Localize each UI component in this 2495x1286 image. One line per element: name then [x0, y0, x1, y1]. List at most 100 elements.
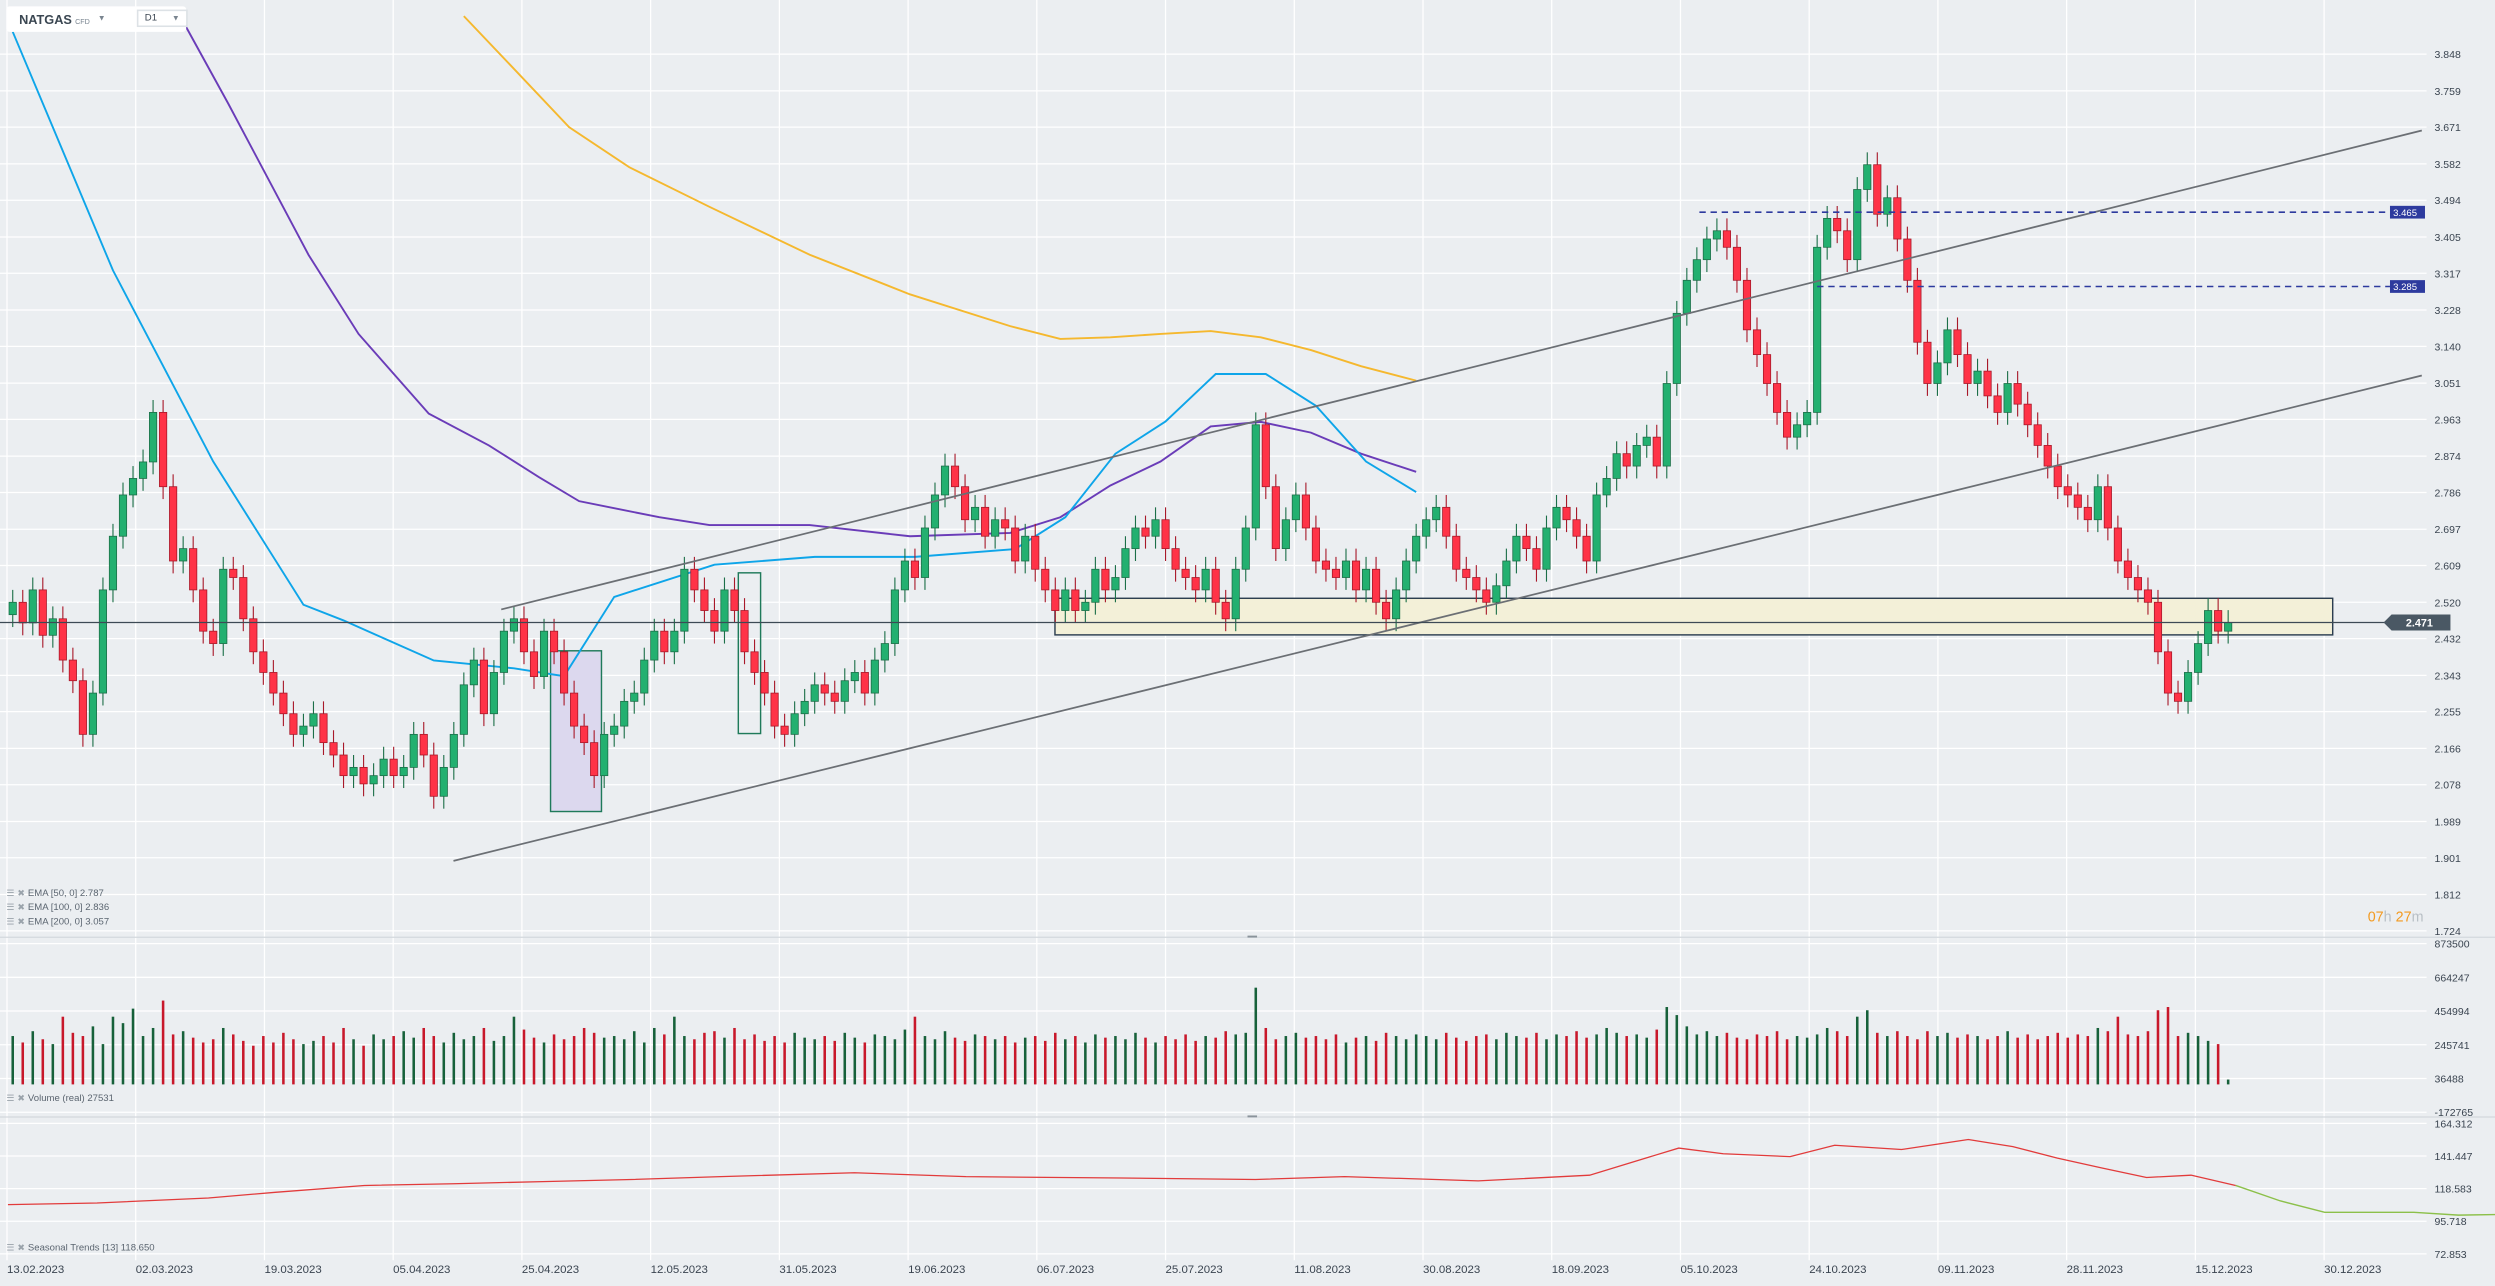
candle-body — [539, 630, 549, 677]
seasonal-tick-label: 141.447 — [2435, 1151, 2473, 1163]
candle — [1612, 441, 1621, 491]
close-icon[interactable]: ✖ — [17, 903, 25, 914]
volume-bar — [1615, 1032, 1618, 1085]
volume-bar — [2056, 1032, 2060, 1085]
candle-body — [740, 610, 749, 653]
candle — [2173, 680, 2183, 714]
volume-bar — [562, 1039, 566, 1085]
symbol-name[interactable]: NATGAS — [19, 11, 72, 27]
volume-bar — [1966, 1034, 1969, 1085]
settings-icon[interactable]: ☰ — [6, 918, 15, 928]
ema50-line — [11, 31, 1417, 678]
candle — [890, 577, 899, 656]
candle — [2214, 598, 2223, 644]
candle-body — [229, 568, 238, 578]
candle — [108, 523, 118, 603]
candle-body — [409, 733, 418, 768]
candle — [259, 639, 268, 685]
candle-body — [1592, 494, 1601, 562]
candle-body — [1251, 424, 1260, 529]
volume-bar — [1144, 1037, 1147, 1085]
volume-bar — [1876, 1032, 1879, 1085]
volume-bar — [181, 1031, 185, 1085]
candle — [329, 730, 338, 768]
close-icon[interactable]: ✖ — [17, 918, 25, 928]
candle — [379, 746, 388, 789]
volume-bar — [733, 1027, 736, 1085]
symbol-dropdown-icon[interactable]: ▼ — [97, 14, 106, 24]
volume-bar — [993, 1039, 997, 1085]
candle — [58, 606, 67, 673]
candle — [229, 556, 238, 590]
candle-body — [1241, 527, 1250, 570]
legend-volume-label: Volume (real) 27531 — [27, 1094, 114, 1105]
volume-bar — [1655, 1029, 1659, 1085]
volume-bar — [412, 1037, 415, 1085]
candle — [1211, 556, 1220, 615]
volume-bar — [2026, 1034, 2029, 1085]
candle — [1151, 507, 1160, 549]
candle — [1502, 548, 1511, 599]
volume-bar — [823, 1036, 826, 1085]
price-tick-label: 3.494 — [2435, 195, 2461, 207]
candle-body — [930, 494, 940, 529]
timeframe-select[interactable]: D1 ▼ — [136, 9, 188, 28]
candle-body — [169, 486, 178, 562]
candle-body — [1081, 601, 1090, 611]
settings-icon[interactable]: ☰ — [6, 1244, 15, 1254]
candle — [830, 680, 839, 714]
candle-body — [369, 775, 378, 785]
candle-body — [1582, 535, 1591, 562]
candle-body — [2023, 403, 2032, 426]
candle-body — [2194, 643, 2203, 673]
candle — [128, 466, 138, 508]
candle-body — [1472, 577, 1481, 591]
candle-body — [2153, 601, 2163, 653]
settings-icon[interactable]: ☰ — [6, 1094, 15, 1105]
candle — [469, 647, 478, 698]
candle — [138, 449, 148, 491]
candle — [1692, 247, 1701, 293]
seasonal-tick-label: 118.583 — [2435, 1184, 2472, 1196]
candle-body — [48, 618, 57, 636]
candle-body — [1512, 535, 1521, 562]
volume-bar — [442, 1042, 446, 1085]
close-icon[interactable]: ✖ — [17, 889, 25, 900]
candle — [1221, 589, 1230, 632]
legend-seasonal: ☰ ✖ Seasonal Trends [13] 118.650 — [6, 1244, 154, 1254]
candle-body — [1402, 560, 1411, 591]
candle — [810, 672, 819, 714]
candle — [48, 606, 57, 648]
volume-bar — [111, 1016, 115, 1085]
candle-body — [2093, 486, 2102, 521]
candle — [920, 515, 930, 590]
volume-bar — [1304, 1037, 1308, 1085]
close-icon[interactable]: ✖ — [17, 1244, 25, 1254]
candle — [800, 688, 809, 727]
candle — [68, 647, 77, 694]
pane-resize-handle[interactable] — [1247, 1115, 1258, 1118]
candle — [971, 494, 980, 533]
pane-resize-handle[interactable] — [1247, 935, 1258, 938]
candle-body — [1863, 164, 1872, 190]
volume-bar — [141, 1036, 145, 1085]
candle-body — [1672, 312, 1681, 384]
candle-body — [2204, 610, 2213, 644]
volume-bar — [81, 1036, 85, 1085]
candle-body — [1702, 238, 1711, 261]
volume-bar — [673, 1016, 676, 1085]
candle — [519, 606, 529, 665]
volume-bar — [1364, 1036, 1368, 1085]
settings-icon[interactable]: ☰ — [6, 903, 15, 914]
candle-body — [971, 506, 980, 521]
candle — [159, 400, 168, 500]
candle — [1321, 548, 1331, 582]
volume-bar — [502, 1036, 506, 1085]
close-icon[interactable]: ✖ — [17, 1094, 25, 1105]
settings-icon[interactable]: ☰ — [6, 889, 15, 900]
candle-body — [1742, 279, 1752, 331]
volume-bar — [1595, 1034, 1598, 1085]
candle-body — [529, 651, 539, 677]
candle-body — [138, 461, 148, 479]
